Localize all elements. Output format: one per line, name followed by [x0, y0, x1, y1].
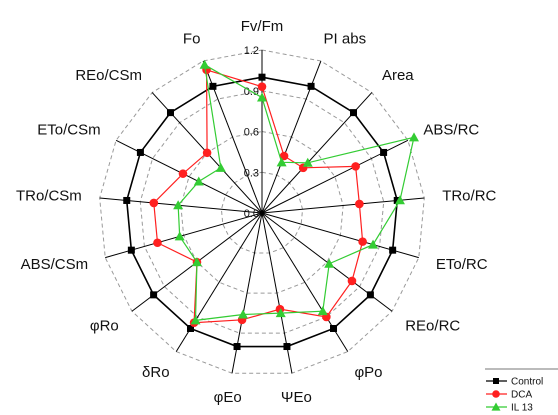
data-point-triangle [191, 257, 202, 267]
data-point-triangle [302, 157, 313, 167]
data-point-square [380, 148, 388, 156]
data-point-circle [358, 237, 367, 246]
axis-label: δRo [142, 364, 170, 381]
axis-label: TRo/RC [442, 188, 496, 205]
data-point-square [283, 343, 291, 351]
data-point-triangle [491, 402, 501, 411]
data-point-triangle [199, 59, 210, 69]
axis-label: ETo/RC [436, 256, 488, 273]
series-line [177, 63, 415, 322]
data-point-square [209, 82, 217, 90]
data-point-triangle [173, 200, 184, 210]
data-point-circle [347, 276, 357, 286]
legend-item: Control [486, 377, 543, 388]
data-point-square [186, 324, 194, 332]
data-point-circle [257, 82, 267, 91]
radial-tick-labels: 0.00.30.60.91.2 [244, 45, 259, 220]
axis-label: Area [382, 67, 414, 84]
grid-ring [220, 171, 304, 254]
data-point-triangle [276, 157, 287, 167]
data-point-square [258, 73, 266, 81]
data-point-square [136, 148, 144, 156]
axis-label: φRo [90, 318, 119, 335]
data-point-circle [178, 169, 188, 178]
grid-ring [139, 90, 385, 334]
data-point-circle [492, 390, 500, 398]
data-point-triangle [275, 308, 286, 318]
data-point-triangle [257, 92, 267, 102]
legend-item: DCA [486, 390, 532, 401]
axis-label: ETo/CSm [37, 122, 100, 139]
data-series [123, 59, 419, 351]
data-point-triangle [190, 315, 201, 325]
data-point-triangle [193, 176, 204, 186]
data-point-square [389, 246, 397, 254]
axis-label: ABS/RC [423, 122, 479, 139]
legend: Control DCA IL 13 [485, 368, 558, 414]
legend-label: Control [511, 377, 543, 388]
grid-ring [99, 49, 425, 374]
axis-label: ABS/CSm [21, 256, 89, 273]
tick-label: 1.2 [244, 45, 259, 57]
data-point-square [330, 324, 338, 332]
data-point-square [166, 109, 174, 117]
axis-label: Fv/Fm [241, 18, 284, 35]
data-point-square [493, 378, 499, 384]
axis-label: PI abs [324, 31, 367, 48]
data-point-triangle [408, 132, 419, 142]
data-point-circle [355, 199, 364, 209]
legend-item: IL 13 [486, 402, 533, 414]
legend-label: DCA [511, 390, 532, 401]
data-point-triangle [215, 162, 226, 172]
data-point-triangle [324, 258, 335, 268]
data-point-square [307, 82, 315, 90]
data-point-circle [351, 162, 360, 171]
data-point-square [233, 343, 241, 351]
data-point-circle [202, 148, 212, 158]
axis-label: REo/CSm [75, 67, 142, 84]
grid-ring [180, 130, 344, 294]
data-point-square [350, 109, 358, 117]
data-point-square [123, 196, 131, 204]
series-il-13 [173, 59, 419, 325]
series-line [153, 69, 364, 324]
data-point-square [366, 291, 374, 299]
axis-label: φPo [354, 364, 382, 381]
data-point-circle [149, 198, 159, 208]
tick-label: 0.3 [244, 167, 259, 179]
data-point-triangle [394, 195, 405, 205]
axis-label: TRo/CSm [16, 188, 82, 205]
data-point-square [150, 291, 158, 299]
axis-label: Fo [183, 31, 201, 48]
data-point-triangle [317, 306, 328, 316]
data-point-triangle [174, 231, 185, 241]
data-point-triangle [238, 309, 249, 319]
tick-label: 0.0 [244, 208, 259, 220]
axis-label: φEo [214, 389, 242, 406]
axis-labels: Fv/Fm PI abs Area ABS/RC TRo/RC ETo/RC REo/RC φ… [16, 18, 497, 406]
tick-label: 0.6 [244, 127, 259, 139]
axis-label: REo/RC [405, 318, 460, 335]
data-point-triangle [368, 239, 379, 249]
legend-label: IL 13 [511, 403, 533, 414]
data-point-circle [153, 238, 162, 248]
data-point-square [127, 246, 135, 254]
legend-items: Control DCA IL 13 [486, 377, 543, 414]
axis-label: ΨEo [281, 389, 312, 406]
